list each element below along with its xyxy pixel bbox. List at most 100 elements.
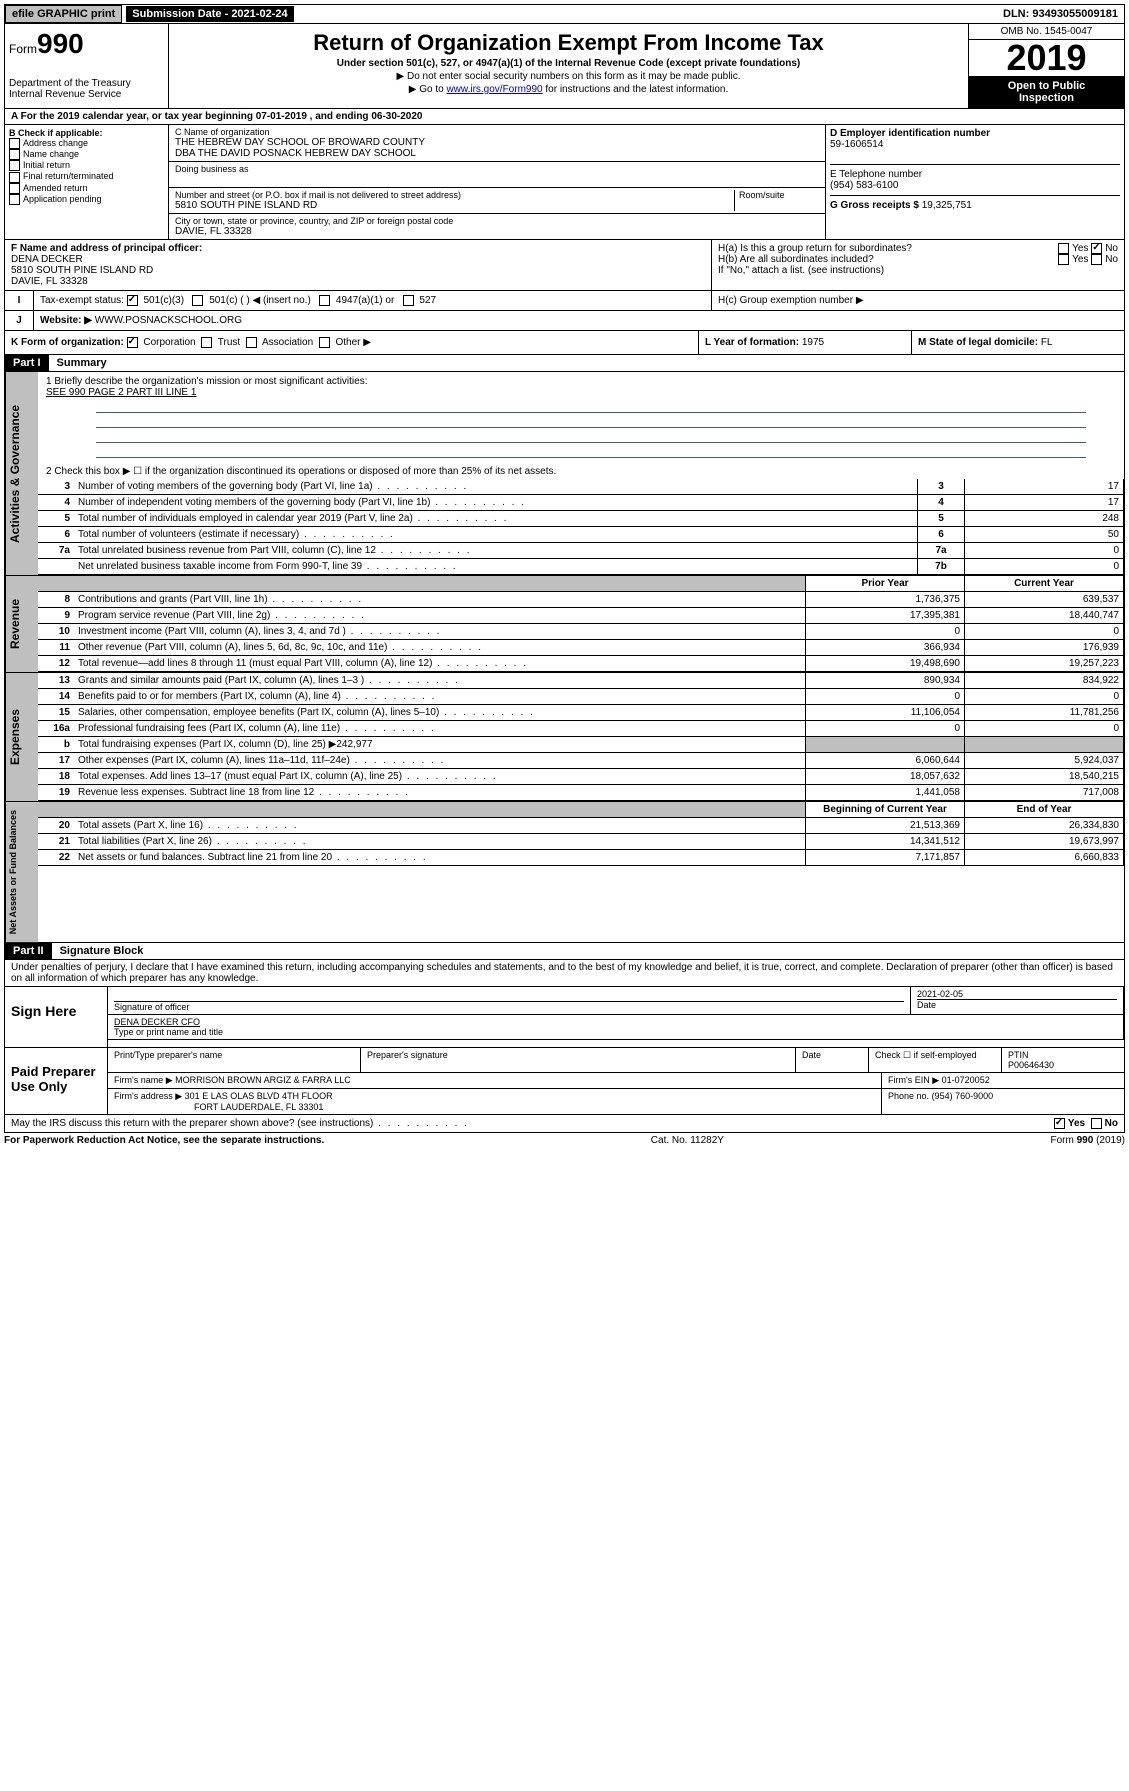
open-public-1: Open to Public <box>971 80 1122 92</box>
year-formation: 1975 <box>802 337 824 348</box>
cb-assoc[interactable] <box>246 337 257 348</box>
sig-date: 2021-02-05 <box>917 989 1117 999</box>
cb-hb-yes[interactable] <box>1058 254 1069 265</box>
org-name-1: THE HEBREW DAY SCHOOL OF BROWARD COUNTY <box>175 137 819 148</box>
type-name-label: Type or print name and title <box>114 1027 1117 1037</box>
dept-treasury: Department of the Treasury <box>9 78 164 89</box>
ssn-note: ▶ Do not enter social security numbers o… <box>177 71 960 82</box>
website-value: WWW.POSNACKSCHOOL.ORG <box>95 315 242 326</box>
firm-ein-label: Firm's EIN ▶ <box>888 1075 939 1085</box>
open-public-2: Inspection <box>971 92 1122 104</box>
phone-value: (954) 583-6100 <box>830 180 1120 191</box>
addr-label: Number and street (or P.O. box if mail i… <box>175 190 734 200</box>
cb-discuss-no[interactable] <box>1091 1118 1102 1129</box>
prep-name-label: Print/Type preparer's name <box>108 1048 361 1072</box>
cb-other[interactable] <box>319 337 330 348</box>
officer-label: F Name and address of principal officer: <box>11 243 705 254</box>
prep-sig-label: Preparer's signature <box>361 1048 796 1072</box>
cb-501c3[interactable] <box>127 295 138 306</box>
org-city: DAVIE, FL 33328 <box>175 226 819 237</box>
vtab-revenue: Revenue <box>5 576 38 672</box>
cb-hb-no[interactable] <box>1091 254 1102 265</box>
firm-name: MORRISON BROWN ARGIZ & FARRA LLC <box>175 1075 351 1085</box>
line1-label: 1 Briefly describe the organization's mi… <box>46 376 1116 387</box>
firm-addr2: FORT LAUDERDALE, FL 33301 <box>114 1102 875 1112</box>
cb-initial-return[interactable] <box>9 160 20 171</box>
identity-block: B Check if applicable: Address change Na… <box>4 125 1125 240</box>
firm-addr-label: Firm's address ▶ <box>114 1091 182 1101</box>
cat-no: Cat. No. 11282Y <box>651 1135 724 1146</box>
ptin-label: PTIN <box>1008 1050 1118 1060</box>
submission-date: Submission Date - 2021-02-24 <box>126 6 293 22</box>
officer-name: DENA DECKER <box>11 254 705 265</box>
cb-corp[interactable] <box>127 337 138 348</box>
name-label: C Name of organization <box>175 127 819 137</box>
form-footer: Form 990 (2019) <box>1051 1135 1125 1146</box>
form-org-label: K Form of organization: <box>11 337 124 348</box>
revenue-table: Prior YearCurrent Year8Contributions and… <box>38 576 1124 672</box>
form-prefix: Form <box>9 42 37 56</box>
cb-final-return[interactable] <box>9 172 20 183</box>
ptin-value: P00646430 <box>1008 1060 1118 1070</box>
h-b-label: H(b) Are all subordinates included? <box>718 254 874 265</box>
part1-header: Part I <box>5 355 49 371</box>
website-label: Website: ▶ <box>40 315 92 326</box>
sign-here-label: Sign Here <box>5 987 108 1047</box>
dba-label: Doing business as <box>175 164 819 174</box>
tax-period: A For the 2019 calendar year, or tax yea… <box>4 109 1125 125</box>
vtab-expenses: Expenses <box>5 673 38 801</box>
cb-discuss-yes[interactable] <box>1054 1118 1065 1129</box>
irs-label: Internal Revenue Service <box>9 89 164 100</box>
form-number: 990 <box>37 28 84 59</box>
sig-officer-label: Signature of officer <box>114 1001 904 1012</box>
room-label: Room/suite <box>734 190 819 211</box>
ein-label: D Employer identification number <box>830 128 1120 139</box>
date-label: Date <box>917 999 1117 1010</box>
cb-501c[interactable] <box>192 295 203 306</box>
cb-ha-yes[interactable] <box>1058 243 1069 254</box>
officer-addr1: 5810 SOUTH PINE ISLAND RD <box>11 265 705 276</box>
discuss-label: May the IRS discuss this return with the… <box>11 1118 469 1129</box>
officer-addr2: DAVIE, FL 33328 <box>11 276 705 287</box>
paid-preparer-label: Paid Preparer Use Only <box>5 1048 108 1114</box>
domicile-label: M State of legal domicile: <box>918 337 1038 348</box>
domicile: FL <box>1041 337 1053 348</box>
cb-ha-no[interactable] <box>1091 243 1102 254</box>
firm-phone: (954) 760-9000 <box>932 1091 994 1101</box>
form-title: Return of Organization Exempt From Incom… <box>177 30 960 56</box>
cb-4947[interactable] <box>319 295 330 306</box>
cb-trust[interactable] <box>201 337 212 348</box>
firm-addr1: 301 E LAS OLAS BLVD 4TH FLOOR <box>185 1091 333 1101</box>
form-subtitle: Under section 501(c), 527, or 4947(a)(1)… <box>177 58 960 69</box>
cb-amended[interactable] <box>9 183 20 194</box>
cb-527[interactable] <box>403 295 414 306</box>
org-name-2: DBA THE DAVID POSNACK HEBREW DAY SCHOOL <box>175 148 819 159</box>
firm-ein: 01-0720052 <box>942 1075 990 1085</box>
line1-value: SEE 990 PAGE 2 PART III LINE 1 <box>46 387 1116 398</box>
irs-link[interactable]: www.irs.gov/Form990 <box>446 84 542 95</box>
section-b-label: B Check if applicable: <box>9 128 164 138</box>
netassets-table: Beginning of Current YearEnd of Year20To… <box>38 802 1124 866</box>
pra-notice: For Paperwork Reduction Act Notice, see … <box>4 1135 324 1146</box>
prep-date-label: Date <box>796 1048 869 1072</box>
phone-label: E Telephone number <box>830 169 1120 180</box>
ein-value: 59-1606514 <box>830 139 1120 150</box>
vtab-governance: Activities & Governance <box>5 372 38 575</box>
firm-name-label: Firm's name ▶ <box>114 1075 173 1085</box>
line2: 2 Check this box ▶ ☐ if the organization… <box>38 464 1124 479</box>
tax-exempt-label: Tax-exempt status: <box>40 295 124 306</box>
cb-name-change[interactable] <box>9 149 20 160</box>
cb-address-change[interactable] <box>9 138 20 149</box>
efile-button[interactable]: efile GRAPHIC print <box>5 5 122 23</box>
vtab-netassets: Net Assets or Fund Balances <box>5 802 38 942</box>
form-header: Form990 Department of the Treasury Inter… <box>4 24 1125 109</box>
officer-typed-name: DENA DECKER CFO <box>114 1017 1117 1027</box>
tax-year: 2019 <box>969 40 1124 76</box>
self-employed: Check ☐ if self-employed <box>869 1048 1002 1072</box>
h-a-label: H(a) Is this a group return for subordin… <box>718 243 912 254</box>
part2-title: Signature Block <box>52 943 152 959</box>
city-label: City or town, state or province, country… <box>175 216 819 226</box>
h-c-label: H(c) Group exemption number ▶ <box>711 291 1124 310</box>
goto-note: ▶ Go to www.irs.gov/Form990 for instruct… <box>177 84 960 95</box>
cb-pending[interactable] <box>9 194 20 205</box>
